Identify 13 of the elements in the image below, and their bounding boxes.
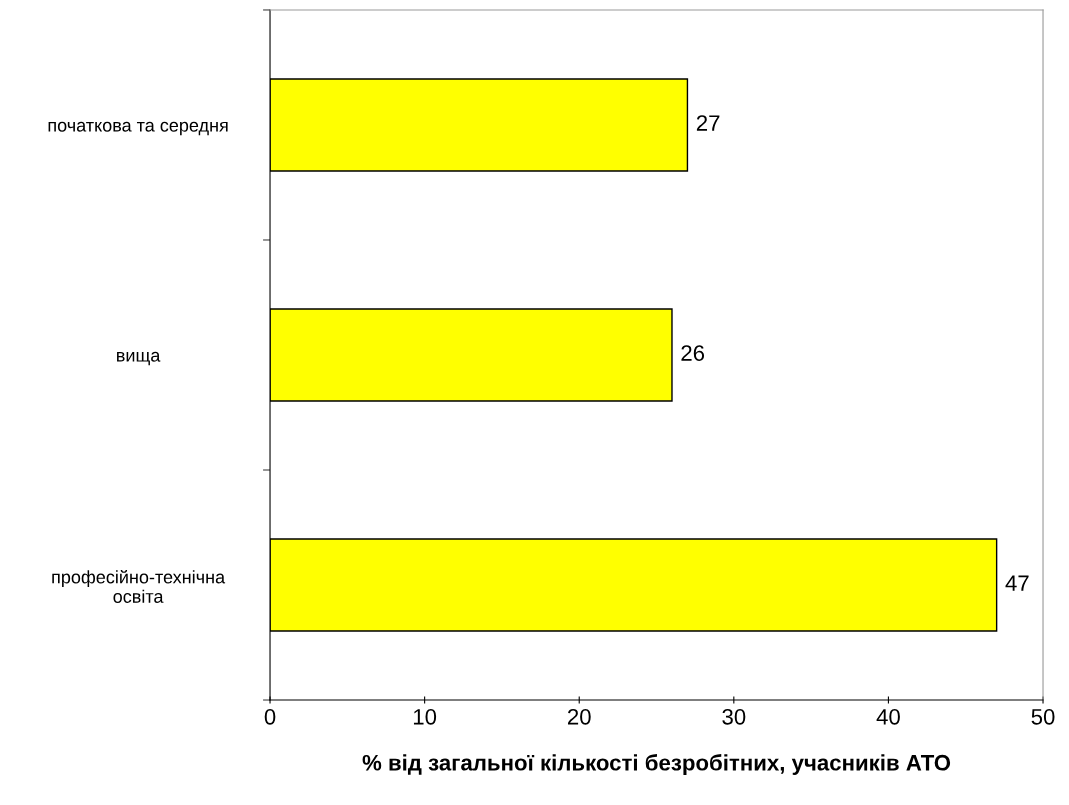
data-label: 26 [681, 345, 705, 361]
y-tick-label: початкова та середня [48, 121, 228, 136]
x-tick-label: 10 [413, 708, 437, 725]
x-axis-title: % від загальної кількості безробітних, учасників АТО [362, 754, 951, 775]
x-tick-label: 20 [567, 708, 591, 725]
data-label: 47 [1005, 575, 1029, 591]
x-tick-label: 30 [722, 708, 746, 725]
x-tick-label: 50 [1031, 708, 1055, 725]
x-tick-label: 40 [876, 708, 900, 725]
y-tick-label: вища [117, 351, 161, 366]
x-tick-label: 0 [264, 708, 276, 725]
y-tick-label: професійно-технічна освіта [52, 569, 226, 603]
data-label: 27 [696, 115, 720, 131]
